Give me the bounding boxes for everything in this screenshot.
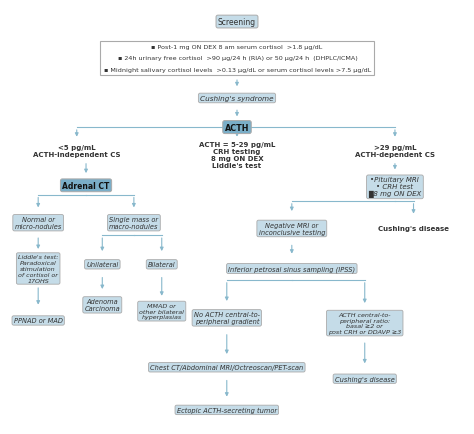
Text: •Pituitary MRI
• CRH test
▉8 mg ON DEX: •Pituitary MRI • CRH test ▉8 mg ON DEX bbox=[368, 176, 421, 197]
Text: Bilateral: Bilateral bbox=[148, 262, 175, 268]
Text: Negative MRI or
inconclusive testing: Negative MRI or inconclusive testing bbox=[258, 222, 325, 236]
Text: MMAD or
other bilateral
hyperplasias: MMAD or other bilateral hyperplasias bbox=[139, 303, 184, 320]
Text: Screening: Screening bbox=[218, 18, 256, 27]
Text: No ACTH central-to-
peripheral gradient: No ACTH central-to- peripheral gradient bbox=[194, 312, 260, 325]
Text: ACTH = 5-29 pg/mL
CRH testing
8 mg ON DEX
Liddle's test: ACTH = 5-29 pg/mL CRH testing 8 mg ON DE… bbox=[199, 141, 275, 168]
Text: Ectopic ACTH-secreting tumor: Ectopic ACTH-secreting tumor bbox=[177, 407, 277, 413]
Text: ▪ Post-1 mg ON DEX 8 am serum cortisol  >1.8 μg/dL

 ▪ 24h urinary free cortisol: ▪ Post-1 mg ON DEX 8 am serum cortisol >… bbox=[102, 45, 372, 73]
Text: Single mass or
macro-nodules: Single mass or macro-nodules bbox=[109, 217, 159, 230]
Text: ACTH: ACTH bbox=[225, 123, 249, 132]
Text: PPNAD or MAD: PPNAD or MAD bbox=[14, 318, 63, 324]
Text: Unilateral: Unilateral bbox=[86, 262, 118, 268]
Text: <5 pg/mL
ACTH-independent CS: <5 pg/mL ACTH-independent CS bbox=[33, 145, 120, 158]
Text: Adenoma
Carcinoma: Adenoma Carcinoma bbox=[84, 299, 120, 312]
Text: Liddle's test:
Paradoxical
stimulation
of cortisol or
17OHS: Liddle's test: Paradoxical stimulation o… bbox=[18, 255, 58, 283]
Text: Cushing's syndrome: Cushing's syndrome bbox=[200, 96, 274, 102]
Text: Inferior petrosal sinus sampling (IPSS): Inferior petrosal sinus sampling (IPSS) bbox=[228, 266, 356, 272]
Text: Normal or
micro-nodules: Normal or micro-nodules bbox=[15, 217, 62, 230]
Text: >29 pg/mL
ACTH-dependent CS: >29 pg/mL ACTH-dependent CS bbox=[355, 145, 435, 158]
Text: Cushing's disease: Cushing's disease bbox=[335, 376, 395, 382]
Text: ACTH central-to-
peripheral ratio:
basal ≥2 or
post CRH or DDAVP ≥3: ACTH central-to- peripheral ratio: basal… bbox=[328, 312, 401, 335]
Text: Chest CT/Abdominal MRI/Octreoscan/PET-scan: Chest CT/Abdominal MRI/Octreoscan/PET-sc… bbox=[150, 365, 303, 371]
Text: Adrenal CT: Adrenal CT bbox=[63, 181, 109, 191]
Text: Cushing's disease: Cushing's disease bbox=[378, 226, 449, 232]
